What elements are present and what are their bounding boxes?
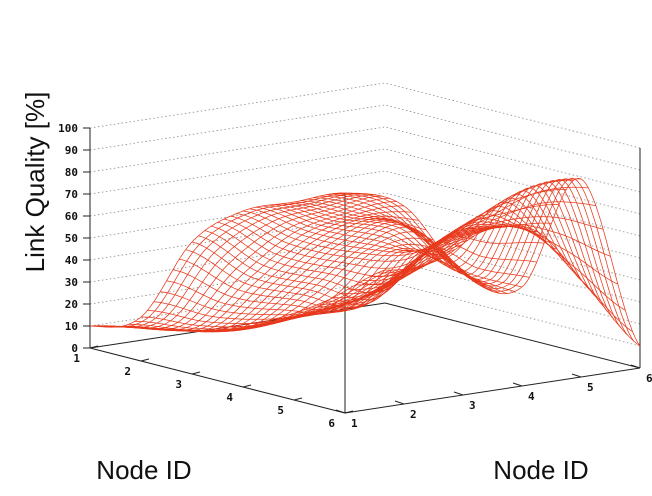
mesh-line-x — [160, 249, 456, 316]
x-tick-label: 5 — [277, 404, 284, 417]
x-tick-label: 2 — [124, 365, 131, 378]
mesh-line-y — [134, 198, 390, 331]
z-tick-label: 10 — [65, 320, 78, 333]
mesh-line-y — [340, 201, 596, 295]
y-tick-label: 4 — [528, 390, 535, 403]
y-tick-label: 3 — [469, 399, 476, 412]
y-axis-ticks: 1 2 3 4 5 6 — [335, 364, 652, 430]
mesh-line-y — [362, 225, 619, 285]
y-tick-label: 2 — [410, 408, 417, 421]
x-tick-mark — [140, 358, 150, 362]
mesh-line-y — [156, 211, 412, 332]
mesh-line-y — [355, 223, 611, 286]
mesh-line-y — [384, 225, 641, 347]
y-tick-mark — [512, 382, 523, 387]
x-tick-mark — [89, 345, 99, 349]
x-axis-ticks: 1 2 3 4 5 6 — [73, 345, 354, 430]
x-tick-label: 4 — [226, 391, 233, 404]
mesh-line-y — [97, 192, 353, 328]
y-tick-label: 5 — [587, 381, 594, 394]
y-tick-label: 1 — [351, 417, 358, 430]
mesh-line-y — [377, 225, 633, 333]
z-tick-label: 30 — [65, 276, 78, 289]
frame-edge-2 — [384, 302, 641, 369]
mesh-line-y — [207, 226, 464, 332]
y-tick-mark — [394, 400, 405, 405]
mesh-line-y — [104, 193, 360, 328]
y-tick-mark — [335, 409, 346, 414]
mesh-line-y — [333, 186, 589, 299]
y-tick-mark — [630, 364, 641, 369]
mesh-line-y — [325, 178, 582, 302]
frame-edge-0 — [89, 347, 346, 414]
mesh-line-x — [115, 267, 411, 333]
mesh-line-y — [163, 215, 419, 332]
z-tick-label: 90 — [65, 144, 78, 157]
x-tick-label: 3 — [175, 378, 182, 391]
y-tick-mark — [453, 391, 464, 396]
z-tick-label: 0 — [71, 342, 78, 355]
mesh-line-y — [126, 195, 382, 330]
z-tick-label: 60 — [65, 210, 78, 223]
x-tick-label: 1 — [73, 352, 80, 365]
x-tick-mark — [344, 410, 354, 414]
frame-edge-1 — [344, 367, 641, 414]
x-axis-title: Node ID — [96, 455, 191, 485]
z-tick-label: 100 — [58, 122, 78, 135]
mesh-line-y — [141, 201, 397, 331]
x-tick-mark — [191, 371, 201, 375]
z-guide-1 — [89, 104, 641, 171]
mesh-line-y — [348, 216, 604, 290]
surface-mesh — [89, 177, 641, 347]
mesh-line-x — [332, 178, 628, 336]
z-guide-9 — [89, 280, 641, 347]
mesh-line-y — [112, 193, 368, 328]
x-tick-label: 6 — [328, 417, 335, 430]
mesh-line-y — [237, 248, 493, 328]
z-tick-label: 50 — [65, 232, 78, 245]
y-tick-mark — [571, 373, 582, 378]
z-tick-label: 40 — [65, 254, 78, 267]
x-tick-mark — [242, 384, 252, 388]
z-guide-0 — [89, 82, 641, 149]
y-tick-label: 6 — [646, 372, 652, 385]
mesh-line-y — [89, 192, 345, 328]
mesh-line-y — [119, 194, 375, 329]
y-axis-title: Node ID — [493, 455, 588, 485]
z-tick-label: 80 — [65, 166, 78, 179]
z-tick-label: 70 — [65, 188, 78, 201]
mesh-line-y — [171, 217, 427, 332]
mesh-line-y — [148, 205, 405, 332]
z-tick-label: 20 — [65, 298, 78, 311]
z-axis-title: Link Quality [%] — [20, 92, 50, 273]
x-tick-mark — [293, 397, 303, 401]
